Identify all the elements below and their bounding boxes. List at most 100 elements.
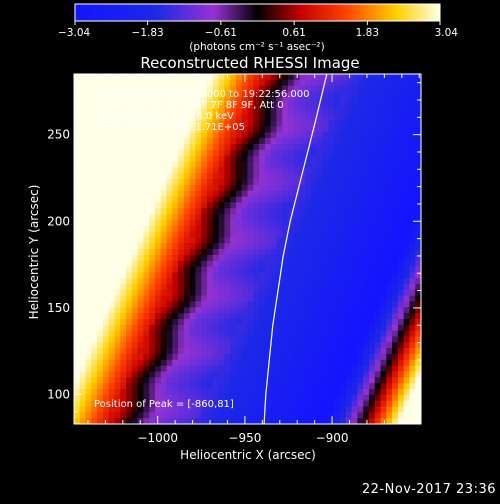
- heatmap-cell: [363, 418, 370, 424]
- heatmap-cell: [201, 289, 208, 297]
- heatmap-cell: [374, 74, 381, 81]
- heatmap-cell: [235, 161, 243, 168]
- heatmap-cell: [120, 359, 127, 367]
- heatmap-cell: [259, 114, 266, 122]
- heatmap-cell: [97, 144, 104, 151]
- heatmap-cell: [166, 237, 173, 244]
- heatmap-cell: [166, 330, 173, 337]
- heatmap-cell: [91, 336, 98, 343]
- heatmap-cell: [218, 85, 225, 92]
- heatmap-cell: [282, 365, 289, 372]
- heatmap-cell: [97, 342, 104, 349]
- heatmap-cell: [386, 418, 393, 424]
- heatmap-cell: [97, 330, 104, 337]
- heatmap-cell: [345, 284, 352, 291]
- heatmap-cell: [368, 359, 376, 367]
- heatmap-cell: [403, 254, 410, 262]
- heatmap-cell: [79, 319, 86, 326]
- heatmap-cell: [160, 354, 167, 361]
- heatmap-cell: [386, 254, 393, 262]
- heatmap-cell: [259, 208, 266, 215]
- heatmap-cell: [149, 109, 156, 116]
- heatmap-cell: [201, 249, 208, 256]
- heatmap-cell: [276, 354, 283, 361]
- heatmap-cell: [131, 243, 139, 250]
- heatmap-cell: [212, 406, 219, 413]
- heatmap-cell: [149, 254, 156, 262]
- heatmap-cell: [97, 219, 104, 227]
- heatmap-cell: [183, 109, 191, 116]
- heatmap-cell: [253, 173, 260, 180]
- heatmap-cell: [276, 249, 283, 256]
- heatmap-cell: [316, 225, 324, 232]
- heatmap-cell: [74, 354, 81, 361]
- heatmap-cell: [397, 313, 405, 320]
- heatmap-cell: [287, 126, 295, 133]
- heatmap-cell: [166, 184, 173, 192]
- heatmap-cell: [386, 219, 393, 227]
- heatmap-cell: [351, 237, 358, 244]
- heatmap-cell: [299, 377, 306, 384]
- heatmap-cell: [415, 342, 421, 349]
- heatmap-cell: [305, 225, 312, 232]
- heatmap-cell: [108, 377, 115, 384]
- heatmap-cell: [340, 342, 347, 349]
- heatmap-cell: [131, 348, 139, 355]
- heatmap-cell: [160, 155, 167, 162]
- heatmap-cell: [363, 138, 370, 145]
- heatmap-cell: [120, 412, 127, 419]
- heatmap-cell: [340, 249, 347, 256]
- heatmap-cell: [259, 266, 266, 273]
- heatmap-cell: [91, 79, 98, 87]
- heatmap-cell: [276, 348, 283, 355]
- heatmap-cell: [131, 319, 139, 326]
- heatmap-cell: [316, 208, 324, 215]
- heatmap-cell: [305, 354, 312, 361]
- heatmap-cell: [397, 377, 405, 384]
- heatmap-cell: [178, 389, 185, 396]
- heatmap-cell: [102, 126, 110, 133]
- heatmap-cell: [120, 266, 127, 273]
- heatmap-cell: [357, 289, 364, 297]
- heatmap-cell: [322, 155, 329, 162]
- heatmap-cell: [108, 394, 115, 402]
- heatmap-cell: [241, 348, 248, 355]
- heatmap-cell: [166, 173, 173, 180]
- heatmap-cell: [114, 85, 121, 92]
- heatmap-cell: [351, 389, 358, 396]
- heatmap-cell: [380, 190, 387, 197]
- heatmap-cell: [305, 237, 312, 244]
- heatmap-cell: [120, 225, 127, 232]
- heatmap-cell: [311, 184, 318, 192]
- heatmap-cell: [143, 365, 150, 372]
- heatmap-cell: [207, 103, 214, 110]
- heatmap-cell: [374, 161, 381, 168]
- heatmap-cell: [351, 231, 358, 238]
- heatmap-cell: [183, 132, 191, 139]
- chart-title: Reconstructed RHESSI Image: [140, 54, 359, 72]
- heatmap-cell: [114, 359, 121, 367]
- heatmap-cell: [363, 109, 370, 116]
- heatmap-cell: [287, 324, 295, 332]
- heatmap-cell: [259, 79, 266, 87]
- heatmap-cell: [91, 371, 98, 378]
- heatmap-cell: [143, 155, 150, 162]
- heatmap-cell: [143, 307, 150, 314]
- heatmap-cell: [154, 330, 162, 337]
- heatmap-cell: [270, 243, 277, 250]
- heatmap-cell: [143, 214, 150, 221]
- heatmap-cell: [380, 231, 387, 238]
- heatmap-cell: [178, 254, 185, 262]
- heatmap-cell: [357, 173, 364, 180]
- heatmap-cell: [328, 348, 335, 355]
- heatmap-cell: [340, 79, 347, 87]
- heatmap-cell: [166, 214, 173, 221]
- heatmap-cell: [79, 126, 86, 133]
- heatmap-cell: [74, 85, 81, 92]
- solar-limb-curve: [263, 74, 328, 424]
- heatmap-cell: [311, 336, 318, 343]
- heatmap-cell: [409, 167, 416, 174]
- heatmap-cell: [357, 295, 364, 302]
- heatmap-cell: [247, 155, 254, 162]
- heatmap-cell: [328, 103, 335, 110]
